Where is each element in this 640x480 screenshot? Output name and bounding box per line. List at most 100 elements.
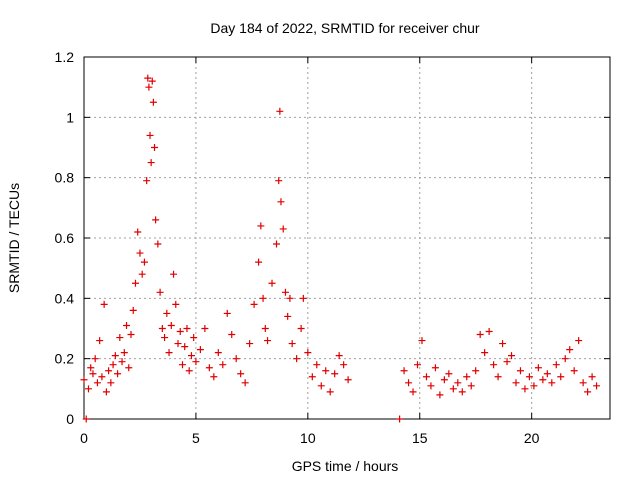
data-point-marker (405, 379, 413, 387)
data-point-marker (237, 370, 245, 378)
data-point-marker (125, 364, 133, 372)
data-point-marker (255, 258, 263, 266)
y-tick-label: 0.8 (55, 170, 75, 186)
data-point-marker (167, 321, 175, 329)
data-point-marker (281, 288, 289, 296)
data-point-marker (272, 240, 280, 248)
data-point-marker (214, 349, 222, 357)
data-point-marker (219, 361, 227, 369)
data-point-marker (293, 355, 301, 363)
y-tick-label: 1.2 (55, 49, 75, 65)
data-point-marker (257, 222, 265, 230)
data-point-marker (131, 279, 139, 287)
data-point-marker (190, 334, 198, 342)
data-point-marker (472, 367, 480, 375)
x-axis-label: GPS time / hours (292, 458, 399, 474)
data-point-marker (530, 382, 538, 390)
data-point-marker (570, 367, 578, 375)
data-point-marker (431, 364, 439, 372)
data-point-marker (161, 334, 169, 342)
data-point-marker (143, 177, 151, 185)
data-point-marker (264, 337, 272, 345)
y-tick-label: 0.2 (55, 351, 75, 367)
data-point-marker (593, 382, 601, 390)
data-point-marker (91, 355, 99, 363)
data-point-marker (297, 325, 305, 332)
data-point-marker (246, 340, 254, 348)
data-point-marker (145, 83, 153, 91)
data-point-marker (326, 388, 334, 396)
data-point-marker (163, 309, 171, 317)
data-point-marker (196, 346, 204, 354)
data-point-marker (154, 240, 162, 248)
data-point-marker (427, 382, 435, 390)
data-point-marker (232, 355, 240, 363)
data-point-marker (116, 334, 124, 342)
data-point-marker (534, 364, 542, 372)
data-point-marker (192, 358, 200, 366)
data-point-marker (422, 373, 430, 381)
y-tick-label: 1 (66, 109, 74, 125)
data-point-marker (127, 331, 135, 339)
data-point-marker (134, 228, 142, 236)
data-point-marker (120, 349, 128, 357)
data-point-marker (284, 312, 292, 320)
data-point-marker (557, 373, 565, 381)
data-point-marker (147, 159, 155, 167)
data-point-marker (223, 309, 231, 317)
data-point-marker (449, 385, 457, 393)
data-point-marker (210, 373, 218, 381)
data-point-marker (561, 355, 569, 363)
data-point-marker (259, 294, 267, 302)
data-point-marker (454, 379, 462, 387)
tick-layer: 0 5 10 15 20 0 0.2 0.4 0.6 0.8 1 1.2 (55, 49, 610, 446)
data-point-marker (579, 379, 587, 387)
y-tick-label: 0 (66, 411, 74, 427)
data-point-marker (335, 352, 343, 360)
data-point-marker (467, 382, 475, 390)
data-point-marker (299, 294, 307, 302)
chart-title: Day 184 of 2022, SRMTID for receiver chu… (210, 20, 480, 36)
data-point-marker (144, 74, 152, 82)
data-point-marker (148, 77, 156, 85)
data-point-marker (100, 300, 108, 308)
data-point-marker (331, 370, 339, 378)
data-point-marker (107, 379, 115, 387)
data-point-marker (344, 376, 352, 384)
data-point-marker (165, 349, 173, 357)
data-point-marker (172, 300, 180, 308)
data-point-marker (521, 385, 529, 393)
data-point-marker (151, 144, 159, 151)
data-point-marker (481, 349, 489, 357)
data-point-marker (584, 388, 592, 396)
data-point-marker (158, 325, 166, 332)
data-point-marker (136, 249, 144, 257)
data-point-marker (98, 373, 106, 381)
data-point-marker (241, 379, 249, 387)
data-points (80, 74, 601, 423)
data-point-marker (588, 373, 596, 381)
data-point-marker (89, 370, 97, 378)
data-point-marker (552, 361, 560, 369)
data-point-marker (146, 131, 154, 139)
data-point-marker (396, 415, 404, 423)
x-tick-label: 10 (300, 430, 316, 446)
data-point-marker (548, 379, 556, 387)
data-point-marker (80, 376, 88, 384)
data-point-marker (499, 340, 507, 348)
data-point-marker (503, 358, 511, 366)
data-point-marker (543, 370, 551, 378)
data-point-marker (187, 352, 195, 360)
data-point-marker (96, 337, 104, 345)
data-point-marker (463, 373, 471, 381)
data-point-marker (445, 370, 453, 378)
x-tick-label: 0 (80, 430, 88, 446)
data-point-marker (114, 370, 122, 378)
data-point-marker (170, 270, 178, 278)
data-point-marker (178, 361, 186, 369)
data-point-marker (516, 367, 524, 375)
data-point-marker (313, 361, 321, 369)
data-point-marker (418, 337, 426, 345)
data-point-marker (129, 306, 137, 314)
